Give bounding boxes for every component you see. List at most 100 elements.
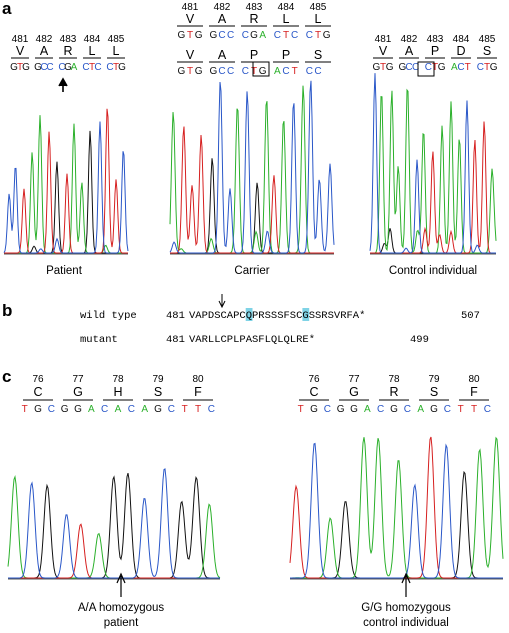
residue-letter: Q (284, 334, 290, 346)
nucleotide-letter: G (22, 62, 30, 73)
residue-letter: F (347, 310, 353, 322)
nucleotide-letter: C (306, 66, 313, 77)
amino-acid-letter: L (89, 44, 96, 58)
residue-letter: A (195, 310, 202, 322)
highlight-box (245, 308, 253, 321)
codon-number: 484 (84, 34, 101, 45)
codon-number: 79 (152, 374, 164, 385)
nucleotide-letter: C (425, 62, 432, 73)
residue-letter: S (328, 310, 334, 322)
residue-letter: V (189, 334, 196, 346)
nucleotide-letter: T (187, 66, 193, 77)
nucleotide-letter: A (141, 404, 148, 415)
codon-number: 485 (479, 34, 496, 45)
residue-letter: S (214, 310, 220, 322)
nucleotide-letter: G (490, 62, 498, 73)
nucleotide-letter: G (430, 404, 438, 415)
nucleotide-letter: C (227, 30, 234, 41)
nucleotide-letter: A (451, 62, 458, 73)
mutant-sequence: V A R L L C P L P A S F L Q L Q L R E * (189, 334, 315, 346)
nucleotide-letter: C (457, 62, 464, 73)
patient-c-trace-C (8, 468, 220, 579)
nucleotide-letter: A (417, 404, 424, 415)
codon-number: 481 (182, 2, 199, 13)
nucleotide-letter: C (40, 62, 47, 73)
nucleotide-letter: C (282, 66, 289, 77)
codon-number: 483 (60, 34, 77, 45)
residue-letter: Q (246, 310, 252, 322)
nucleotide-letter: T (315, 30, 321, 41)
residue-letter: L (265, 334, 271, 346)
wild-type-sequence: V A P D S C A P C Q P R S S S F S C G S S R S V R F A * (189, 308, 365, 322)
nucleotide-letter: C (274, 30, 281, 41)
nucleotide-letter: G (195, 66, 203, 77)
codon-number: 482 (36, 34, 53, 45)
mutant-label: mutant (80, 334, 118, 346)
nucleotide-letter: G (209, 66, 217, 77)
wild-type-start: 481 (166, 310, 185, 322)
nucleotide-letter: G (350, 404, 358, 415)
nucleotide-letter: C (405, 62, 412, 73)
amino-acid-letter: S (483, 44, 491, 58)
nucleotide-letter: G (398, 62, 406, 73)
residue-letter: S (290, 310, 296, 322)
caption-patient-a: Patient (46, 265, 83, 277)
residue-letter: P (202, 310, 208, 322)
nucleotide-letter: G (61, 404, 69, 415)
amino-acid-letter: S (430, 385, 438, 399)
residue-letter: S (309, 310, 315, 322)
nucleotide-letter: T (283, 30, 289, 41)
patient-a-trace-C (3, 121, 129, 254)
control-a-trace-G (370, 228, 496, 254)
nucleotide-letter: G (372, 62, 380, 73)
residue-letter: C (296, 310, 302, 322)
residue-letter: A (353, 310, 360, 322)
codon-number: 76 (32, 374, 44, 385)
nucleotide-letter: C (46, 62, 53, 73)
codon-number: 482 (401, 34, 418, 45)
caption-c-control-1: G/G homozygous (361, 602, 451, 614)
residue-letter: S (315, 310, 321, 322)
amino-acid-letter: A (40, 44, 49, 58)
residue-letter: S (271, 310, 277, 322)
mutation-box-carrier (252, 61, 270, 77)
amino-acid-letter: V (186, 12, 195, 26)
nucleotide-letter: C (208, 404, 215, 415)
nucleotide-letter: G (390, 404, 398, 415)
caption-carrier-a: Carrier (234, 265, 269, 277)
codon-number: 484 (453, 34, 470, 45)
carrier-a-trace-T (170, 126, 334, 254)
nucleotide-letter: A (274, 66, 281, 77)
nucleotide-letter: C (82, 62, 89, 73)
nucleotide-letter: G (64, 62, 72, 73)
nucleotide-letter: G (209, 30, 217, 41)
residue-letter: L (290, 334, 296, 346)
residue-letter: R (340, 310, 347, 322)
control-a-trace-A (370, 88, 497, 254)
nucleotide-letter: T (471, 404, 477, 415)
nucleotide-letter: G (323, 30, 331, 41)
nucleotide-letter: A (259, 30, 266, 41)
nucleotide-letter: T (484, 62, 490, 73)
codon-number: 76 (308, 374, 320, 385)
amino-acid-letter: V (379, 44, 388, 58)
nucleotide-letter: C (168, 404, 175, 415)
nucleotide-letter: T (182, 404, 188, 415)
residue-letter: R (296, 334, 303, 346)
amino-acid-letter: V (16, 44, 25, 58)
nucleotide-letter: G (337, 404, 345, 415)
amino-acid-letter: S (314, 48, 322, 62)
codon-number: 80 (192, 374, 204, 385)
nucleotide-letter: A (115, 404, 122, 415)
amino-acid-letter: L (315, 12, 322, 26)
panel-a-chromatograms (3, 73, 497, 254)
mutation-arrow-patient (58, 77, 68, 92)
nucleotide-letter: G (154, 404, 162, 415)
codon-number: 482 (214, 2, 231, 13)
amino-acid-letter: L (283, 12, 290, 26)
nucleotide-letter: G (177, 30, 185, 41)
amino-acid-letter: D (456, 44, 465, 58)
nucleotide-letter: G (259, 66, 267, 77)
position-arrow-control (401, 572, 411, 597)
residue-letter: S (265, 310, 271, 322)
